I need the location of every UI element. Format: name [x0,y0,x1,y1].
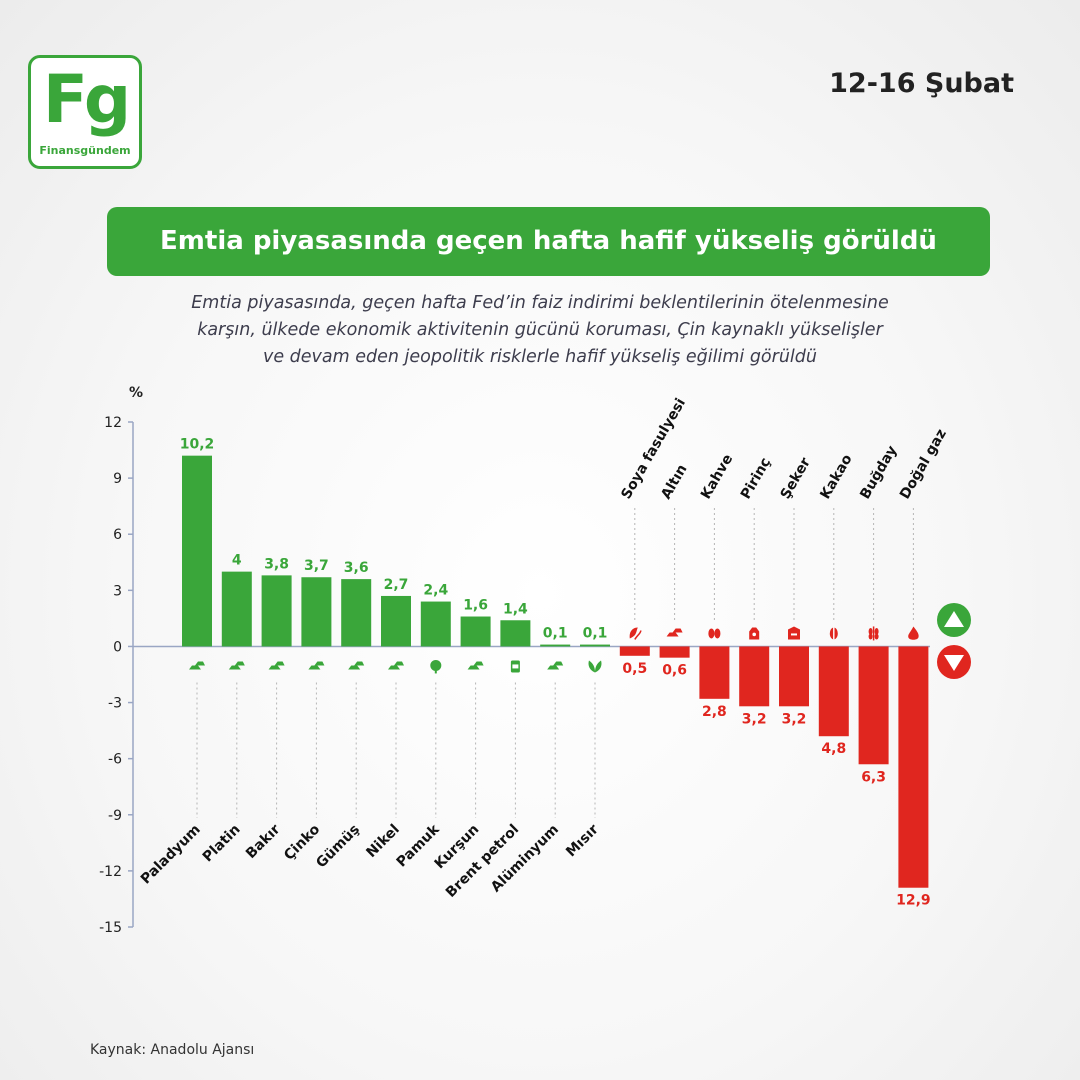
flame-icon [908,626,919,640]
rice-sack-icon [749,627,760,640]
sugar-box-icon [788,626,800,640]
y-tick-label: -3 [108,696,122,712]
category-label: Gümüş [313,822,363,872]
value-label: 3,2 [782,711,807,727]
banner-title: Emtia piyasasında geçen hafta hafif yüks… [107,207,990,276]
subtitle-line-1: Emtia piyasasında, geçen hafta Fed’in fa… [191,293,889,313]
soybean-icon [629,627,642,640]
y-tick-label: 6 [113,527,122,543]
bar-16 [779,646,809,707]
y-axis-unit: % [129,385,143,401]
bar-7 [420,601,451,647]
corn-sprout-icon [588,660,602,673]
subtitle: Emtia piyasasında, geçen hafta Fed’in fa… [60,290,1020,371]
y-tick-label: -9 [108,808,122,824]
y-tick-label: 12 [104,415,122,431]
bar-18 [858,646,889,765]
category-label: Paladyum [138,822,204,888]
bar-3 [261,575,292,647]
y-tick-label: -6 [108,752,122,768]
bar-1 [182,455,212,647]
category-label: Doğal gaz [897,426,950,502]
value-label: 0,1 [543,626,568,642]
category-label: Bakır [243,821,283,861]
bar-2 [221,571,252,647]
value-label: 1,4 [503,601,528,617]
category-label: Mısır [563,821,602,860]
value-label: 12,9 [896,893,931,909]
value-label: 10,2 [180,437,215,453]
source-label: Kaynak: Anadolu Ajansı [90,1042,255,1058]
bar-4 [301,577,332,647]
value-label: 6,3 [861,769,886,785]
bar-15 [739,646,770,707]
value-label: 4 [232,553,242,569]
value-label: 3,6 [344,560,369,576]
value-label: 0,5 [622,661,647,677]
category-label: Pirinç [738,455,774,502]
metal-bars-icon [348,661,365,670]
value-label: 3,7 [304,558,329,574]
bar-11 [580,644,610,647]
metal-bars-icon [189,661,205,670]
bar-10 [540,644,571,647]
bar-14 [699,646,730,699]
metal-bars-icon [228,661,245,670]
y-tick-label: 0 [113,639,122,655]
date-label: 12-16 Şubat [829,68,1014,99]
value-label: 0,1 [583,626,608,642]
bar-19 [898,646,929,888]
value-label: 3,2 [742,711,767,727]
category-label: Şeker [778,455,814,502]
metal-bars-icon [268,661,285,670]
metal-bars-icon [467,661,484,670]
bar-17 [818,646,849,737]
bar-5 [341,579,372,647]
subtitle-line-3: ve devam eden jeopolitik risklerle hafif… [263,347,817,367]
y-tick-label: -12 [99,864,122,880]
finansgundem-logo: Fg Finansgündem [28,55,142,169]
logo-mark: Fg [42,61,131,138]
gold-bars-icon [666,628,683,637]
metal-bars-icon [308,661,325,670]
bar-6 [381,595,411,647]
bar-12 [619,646,650,656]
logo-name: Finansgündem [39,144,131,157]
y-tick-label: 9 [113,471,122,487]
category-label: Altın [658,462,690,502]
value-label: 2,4 [423,583,448,599]
value-label: 1,6 [463,598,488,614]
value-label: 3,8 [264,556,289,572]
down-arrow-icon [937,645,971,679]
wheat-icon [868,626,879,641]
category-label: Buğday [857,443,900,502]
y-tick-label: -15 [99,920,122,936]
cotton-icon [430,659,442,674]
cocoa-icon [829,627,838,640]
oil-barrel-icon [510,660,520,673]
y-tick-label: 3 [113,583,122,599]
category-label: Kahve [698,452,736,502]
coffee-beans-icon [708,628,721,639]
value-label: 2,7 [384,577,409,593]
value-label: 4,8 [821,741,846,757]
bar-9 [500,620,531,647]
subtitle-line-2: karşın, ülkede ekonomik aktivitenin gücü… [197,320,883,340]
metal-bars-icon [388,661,404,670]
value-label: 2,8 [702,704,727,720]
bar-8 [460,616,491,647]
category-label: Kakao [817,452,855,502]
category-label: Platin [200,822,244,866]
bar-13 [659,646,690,658]
value-label: 0,6 [662,663,687,679]
up-arrow-icon [937,603,971,637]
metal-bars-icon [547,661,564,670]
